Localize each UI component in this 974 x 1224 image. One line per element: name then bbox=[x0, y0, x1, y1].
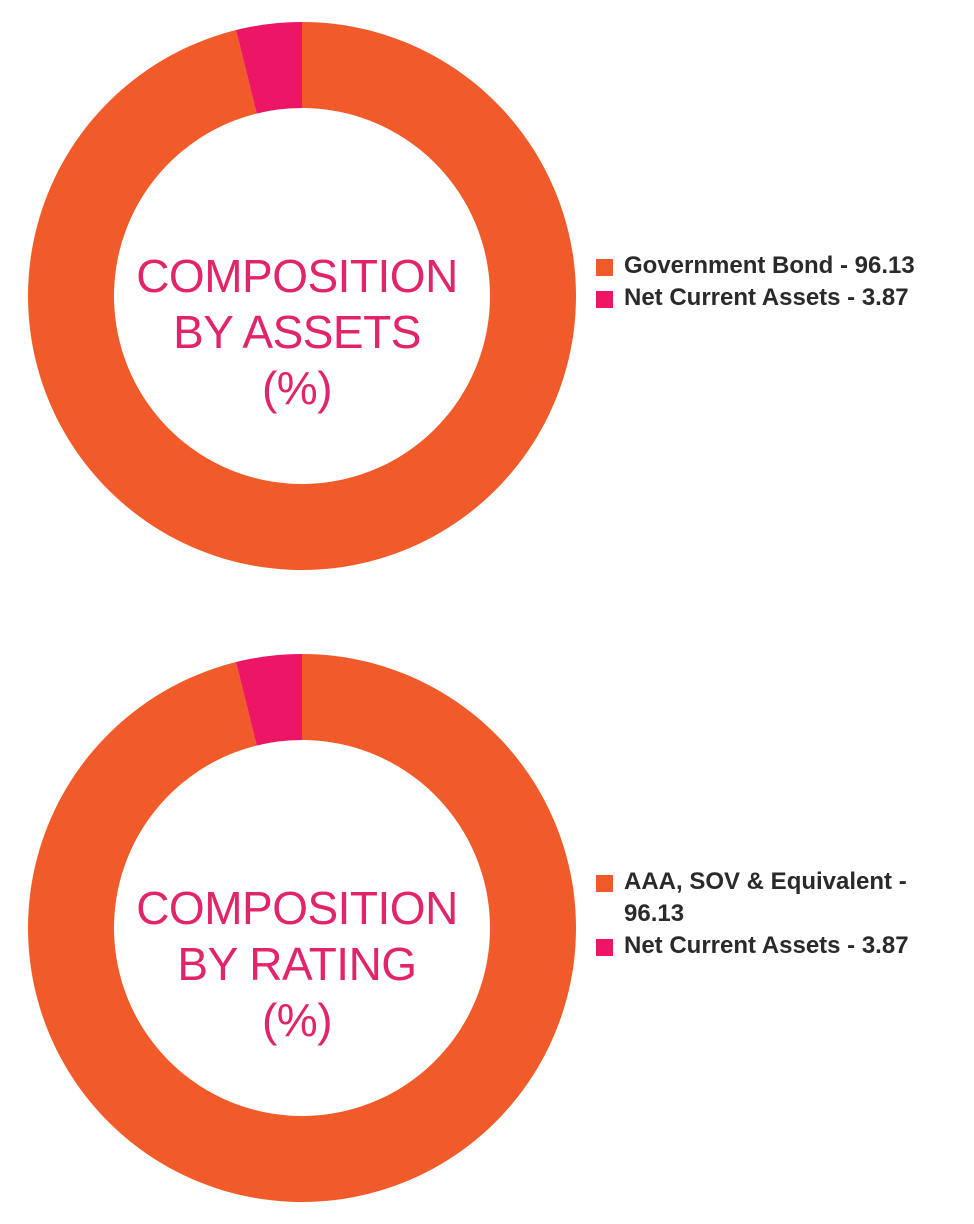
donut-center-title: COMPOSITION BY ASSETS (%) bbox=[110, 248, 484, 416]
legend-label: Government Bond - 96.13 bbox=[624, 252, 915, 279]
legend-swatch bbox=[596, 939, 613, 956]
legend-item: Net Current Assets - 3.87 bbox=[596, 930, 966, 962]
title-line: BY RATING bbox=[177, 938, 417, 990]
legend-item: Government Bond - 96.13 bbox=[596, 250, 966, 282]
donut-slice-minor bbox=[236, 22, 302, 114]
donut-slice-minor bbox=[236, 654, 302, 746]
legend-item: Net Current Assets - 3.87 bbox=[596, 282, 966, 314]
legend-swatch bbox=[596, 259, 613, 276]
title-line: (%) bbox=[261, 994, 333, 1046]
legend-label: Net Current Assets - 3.87 bbox=[624, 932, 909, 959]
title-line: COMPOSITION bbox=[136, 882, 458, 934]
donut-slice-major bbox=[27, 22, 577, 570]
legend-item: AAA, SOV & Equivalent - 96.13 bbox=[596, 866, 966, 930]
donut-center-title: COMPOSITION BY RATING (%) bbox=[110, 880, 484, 1048]
legend: AAA, SOV & Equivalent - 96.13 Net Curren… bbox=[596, 866, 966, 962]
title-line: (%) bbox=[261, 362, 333, 414]
title-line: BY ASSETS bbox=[173, 306, 421, 358]
legend-label: AAA, SOV & Equivalent - 96.13 bbox=[624, 868, 907, 927]
composition-by-rating-chart: COMPOSITION BY RATING (%) AAA, SOV & Equ… bbox=[0, 648, 974, 1208]
legend-label: Net Current Assets - 3.87 bbox=[624, 284, 909, 311]
legend-swatch bbox=[596, 291, 613, 308]
title-line: COMPOSITION bbox=[136, 250, 458, 302]
legend-swatch bbox=[596, 875, 613, 892]
composition-by-assets-chart: COMPOSITION BY ASSETS (%) Government Bon… bbox=[0, 16, 974, 576]
donut-chart bbox=[27, 654, 577, 1202]
legend: Government Bond - 96.13 Net Current Asse… bbox=[596, 250, 966, 314]
donut-chart bbox=[27, 22, 577, 570]
donut-slice-major bbox=[27, 654, 577, 1202]
